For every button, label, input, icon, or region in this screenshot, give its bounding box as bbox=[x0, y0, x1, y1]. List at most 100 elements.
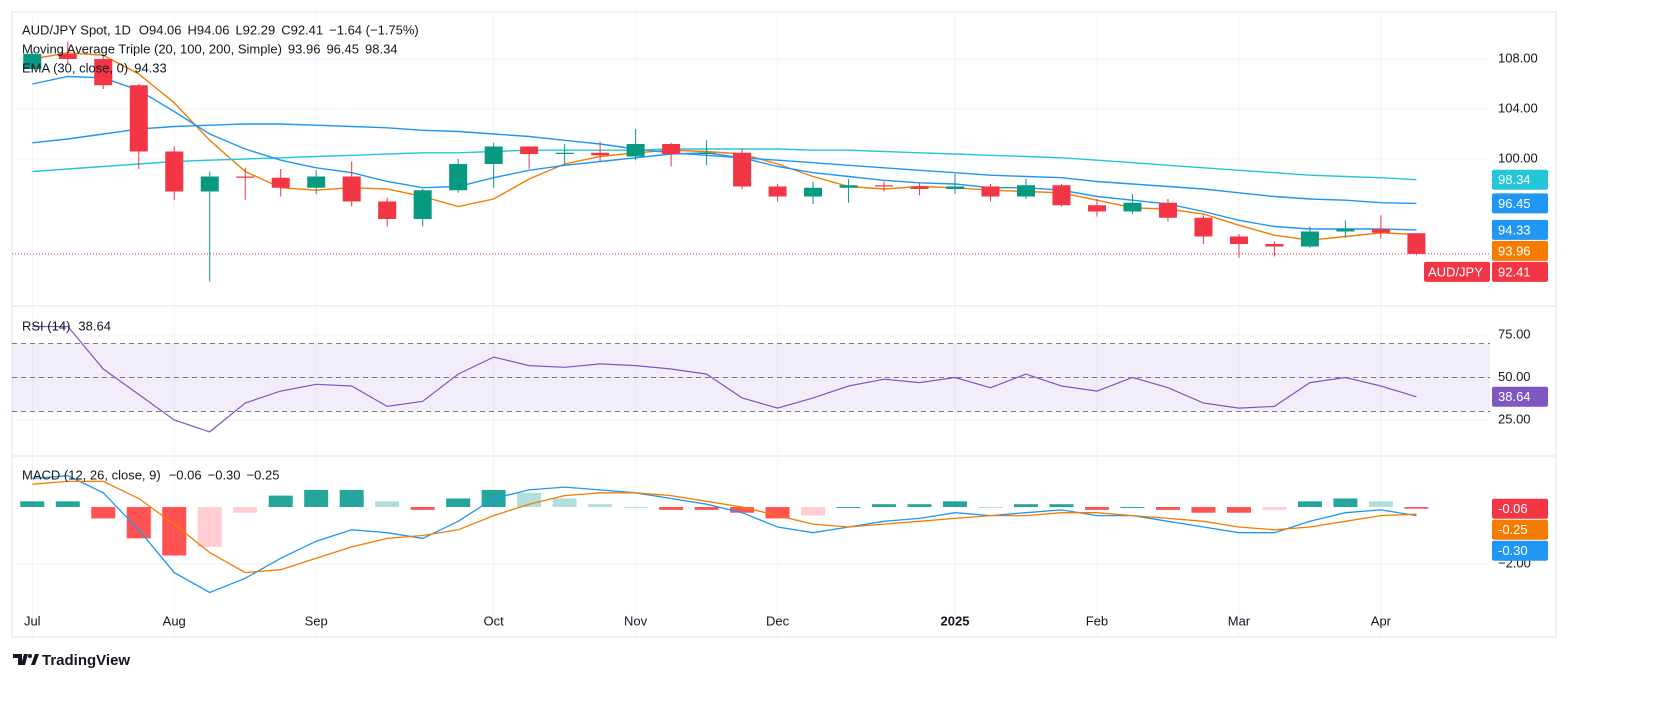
brand: TradingView bbox=[42, 652, 130, 669]
candle-body bbox=[200, 176, 219, 192]
candle-body bbox=[804, 187, 823, 197]
x-tick-label: Aug bbox=[163, 613, 186, 628]
legend-value: 98.34 bbox=[365, 41, 398, 56]
histogram-bar bbox=[126, 507, 151, 539]
legend-value: −0.30 bbox=[208, 467, 241, 482]
candle-body bbox=[591, 152, 610, 156]
candle-body bbox=[413, 190, 432, 219]
legend-title: MACD (12, 26, close, 9) bbox=[22, 467, 161, 482]
axis-tag-label: 92.41 bbox=[1498, 264, 1531, 279]
histogram-bar bbox=[197, 507, 222, 547]
candle-body bbox=[1052, 185, 1071, 206]
candle-body bbox=[342, 176, 361, 202]
histogram-bar bbox=[659, 507, 684, 510]
histogram-bar bbox=[836, 507, 861, 509]
candle-body bbox=[981, 186, 1000, 197]
line bbox=[32, 480, 1417, 574]
candle-body bbox=[1371, 229, 1390, 233]
legend-value: 38.64 bbox=[78, 318, 111, 333]
axis-tag-label: -0.06 bbox=[1498, 501, 1528, 516]
histogram-bar bbox=[233, 507, 258, 513]
axis-tag bbox=[1492, 540, 1548, 561]
axis-tag bbox=[1492, 498, 1548, 519]
axis-tag-label: 94.33 bbox=[1498, 222, 1531, 237]
histogram-bar bbox=[1262, 507, 1287, 510]
x-tick-label: Dec bbox=[766, 613, 790, 628]
legend-value: 93.96 bbox=[288, 41, 321, 56]
histogram-bar bbox=[1226, 507, 1251, 513]
candle-body bbox=[271, 177, 290, 188]
histogram-bar bbox=[410, 507, 435, 510]
candle-body bbox=[1194, 217, 1213, 237]
candle-body bbox=[23, 54, 42, 69]
histogram-bar bbox=[765, 507, 790, 519]
candle-body bbox=[626, 144, 645, 157]
candle-body bbox=[875, 185, 894, 187]
candle-body bbox=[1123, 202, 1142, 212]
candle-body bbox=[910, 186, 929, 189]
histogram-bar bbox=[1191, 507, 1216, 513]
histogram-bar bbox=[304, 489, 329, 508]
candle-body bbox=[768, 186, 787, 197]
histogram-bar bbox=[552, 498, 577, 508]
axis-tag-label: 93.96 bbox=[1498, 243, 1531, 258]
histogram-bar bbox=[943, 501, 968, 508]
histogram-bar bbox=[1155, 507, 1180, 510]
legend-value: L92.29 bbox=[235, 22, 275, 37]
candle-body bbox=[662, 144, 681, 154]
axis-tag-label: 38.64 bbox=[1498, 389, 1531, 404]
histogram-bar bbox=[55, 501, 80, 508]
legend-value: 96.45 bbox=[326, 41, 359, 56]
histogram-bar bbox=[20, 501, 45, 508]
axis-tag bbox=[1492, 219, 1548, 240]
candle-body bbox=[520, 146, 539, 154]
legend-value: O94.06 bbox=[139, 22, 182, 37]
candle-body bbox=[1265, 244, 1284, 247]
legend-title: RSI (14) bbox=[22, 318, 70, 333]
legend-title: AUD/JPY Spot, 1D bbox=[22, 22, 131, 37]
candle-body bbox=[555, 152, 574, 154]
x-tick-label: Jul bbox=[24, 613, 41, 628]
axis-tag bbox=[1492, 240, 1548, 261]
x-tick-label: 2025 bbox=[941, 613, 970, 628]
legend-value: C92.41 bbox=[281, 22, 323, 37]
histogram-bar bbox=[1014, 504, 1038, 508]
histogram-bar bbox=[517, 492, 542, 508]
line bbox=[32, 325, 1417, 433]
symbol-tag bbox=[1424, 261, 1490, 282]
x-tick-label: Mar bbox=[1228, 613, 1251, 628]
x-tick-label: Sep bbox=[305, 613, 328, 628]
histogram-bar bbox=[339, 489, 364, 508]
histogram-bar bbox=[872, 504, 897, 508]
y-tick-label: 108.00 bbox=[1498, 50, 1538, 65]
x-tick-label: Oct bbox=[484, 613, 505, 628]
candle-body bbox=[946, 186, 965, 189]
line bbox=[32, 52, 1417, 241]
candle-body bbox=[165, 151, 184, 192]
axis-tag-label: -0.30 bbox=[1498, 543, 1528, 558]
symbol-tag-label: AUD/JPY bbox=[1428, 264, 1483, 279]
legend-value: −1.64 (−1.75%) bbox=[329, 22, 419, 37]
histogram-bar bbox=[91, 507, 116, 519]
histogram-bar bbox=[623, 507, 648, 509]
histogram-bar bbox=[801, 507, 826, 516]
axis-tag bbox=[1492, 169, 1548, 190]
y-tick-label: 104.00 bbox=[1498, 100, 1538, 115]
legend-value: −0.25 bbox=[247, 467, 280, 482]
histogram-bar bbox=[1404, 507, 1429, 509]
histogram-bar bbox=[1120, 507, 1145, 509]
candle-body bbox=[58, 54, 77, 59]
candle-body bbox=[129, 85, 148, 152]
line bbox=[32, 75, 1417, 231]
histogram-bar bbox=[446, 498, 471, 508]
axis-tag bbox=[1492, 193, 1548, 214]
x-tick-label: Nov bbox=[624, 613, 648, 628]
candle-body bbox=[1300, 231, 1319, 247]
candle-body bbox=[1017, 185, 1035, 197]
histogram-bar bbox=[1297, 501, 1322, 508]
histogram-bar bbox=[268, 495, 293, 508]
histogram-bar bbox=[1084, 507, 1109, 510]
axis-tag-label: 96.45 bbox=[1498, 196, 1531, 211]
